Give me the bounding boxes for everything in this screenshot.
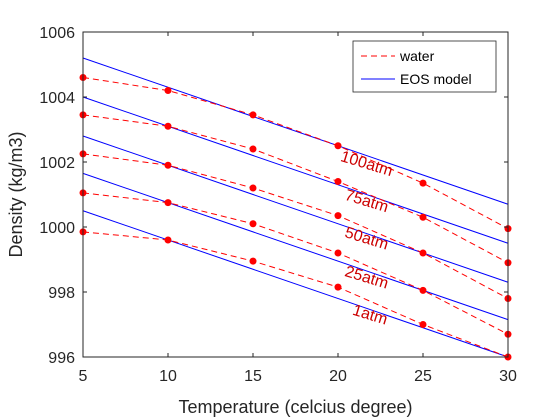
y-tick-label: 1004 — [39, 90, 75, 107]
water-point — [249, 257, 257, 265]
water-point — [164, 87, 172, 94]
x-tick-label: 5 — [79, 368, 88, 385]
water-point — [419, 321, 427, 328]
legend-eos-label: EOS model — [400, 71, 472, 87]
water-point — [334, 142, 342, 150]
y-tick-label: 996 — [48, 350, 75, 367]
water-point — [249, 220, 257, 228]
water-point — [249, 184, 257, 192]
x-axis-title: Temperature (celcius degree) — [178, 397, 412, 417]
eos-line-75atm — [82, 96, 509, 244]
water-point — [334, 249, 342, 257]
water-point — [164, 161, 172, 169]
water-line-75atm — [82, 114, 509, 264]
x-tick-label: 10 — [159, 368, 177, 385]
eos-line-50atm — [82, 135, 509, 283]
x-tick-label: 15 — [244, 368, 262, 385]
plot-frame — [82, 31, 509, 358]
y-axis-title: Density (kg/m3) — [6, 131, 26, 257]
eos-line-25atm — [82, 172, 509, 321]
water-point — [249, 111, 257, 119]
x-tick-label: 25 — [414, 368, 432, 385]
water-point — [164, 236, 172, 244]
water-point — [419, 179, 427, 187]
water-point — [419, 213, 427, 221]
x-tick-label: 20 — [329, 368, 347, 385]
y-tick-label: 998 — [48, 285, 75, 302]
water-point — [164, 199, 172, 207]
legend: water EOS model — [352, 40, 497, 93]
y-tick-label: 1002 — [39, 155, 75, 172]
water-line-100atm — [82, 77, 509, 230]
eos-line-1atm — [82, 210, 509, 358]
y-tick-label: 1000 — [39, 220, 75, 237]
water-point — [334, 283, 342, 291]
water-point — [334, 212, 342, 220]
x-tick-label: 30 — [499, 368, 517, 385]
water-point — [164, 122, 172, 130]
water-point — [334, 178, 342, 185]
legend-box — [352, 40, 497, 93]
eos-line-100atm — [82, 57, 509, 205]
water-line-50atm — [82, 153, 509, 299]
water-line-1atm — [82, 231, 509, 358]
water-point — [419, 286, 427, 294]
water-line-25atm — [82, 192, 509, 335]
axis-ticks: 5 10 15 20 25 30 996 998 1000 1002 1004 1006 — [39, 25, 517, 385]
legend-water-label: water — [399, 48, 435, 64]
y-tick-label: 1006 — [39, 25, 75, 42]
water-point — [419, 249, 427, 257]
water-point — [249, 145, 257, 153]
